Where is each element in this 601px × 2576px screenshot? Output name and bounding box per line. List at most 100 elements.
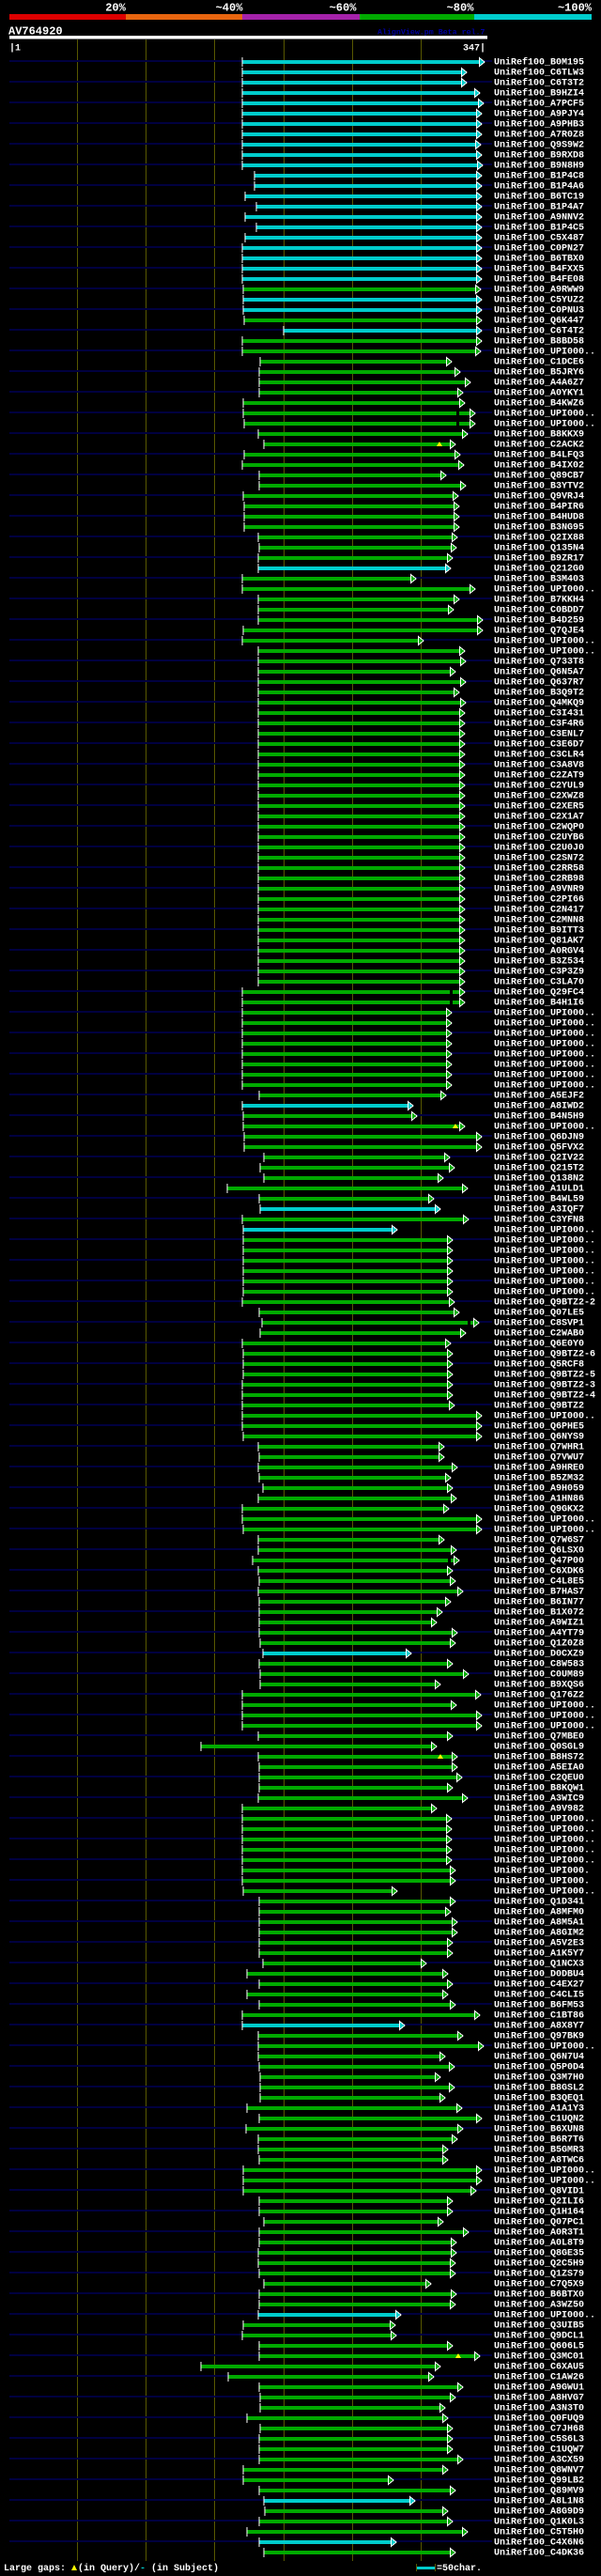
svg-text:UniRef100_B8KQW1: UniRef100_B8KQW1 (494, 1783, 584, 1794)
svg-text:UniRef100_Q3UIB5: UniRef100_Q3UIB5 (494, 2320, 584, 2332)
svg-text:UniRef100_Q606L5: UniRef100_Q606L5 (494, 2341, 584, 2352)
svg-text:UniRef100_Q2C5H9: UniRef100_Q2C5H9 (494, 2258, 584, 2270)
svg-text:UniRef100_A1K5Y7: UniRef100_A1K5Y7 (494, 1948, 584, 1960)
svg-text:UniRef100_Q176Z2: UniRef100_Q176Z2 (494, 1690, 584, 1701)
svg-text:UniRef100_UPI000..: UniRef100_UPI000.. (494, 1886, 595, 1898)
svg-text:UniRef100_C2N417: UniRef100_C2N417 (494, 905, 584, 916)
svg-text:UniRef100_C6XDK6: UniRef100_C6XDK6 (494, 1566, 584, 1577)
svg-text:UniRef100_C3F4R6: UniRef100_C3F4R6 (494, 719, 584, 730)
svg-text:UniRef100_A3WIC9: UniRef100_A3WIC9 (494, 1793, 584, 1805)
svg-text:UniRef100_C6T3T2: UniRef100_C6T3T2 (494, 78, 584, 89)
svg-text:UniRef100_A7PCF5: UniRef100_A7PCF5 (494, 99, 584, 110)
svg-text:UniRef100_Q6PHE5: UniRef100_Q6PHE5 (494, 1421, 584, 1433)
svg-text:Large gaps:: Large gaps: (4, 2564, 66, 2574)
svg-text:UniRef100_Q47P00: UniRef100_Q47P00 (494, 1556, 584, 1567)
svg-text:UniRef100_B4KWZ6: UniRef100_B4KWZ6 (494, 398, 584, 410)
svg-text:UniRef100_B1P4A7: UniRef100_B1P4A7 (494, 202, 584, 213)
svg-text:UniRef100_A3WZ50: UniRef100_A3WZ50 (494, 2300, 584, 2311)
svg-text:UniRef100_UPI000..: UniRef100_UPI000.. (494, 1246, 595, 1257)
svg-text:UniRef100_Q0SGL9: UniRef100_Q0SGL9 (494, 1742, 584, 1753)
svg-text:UniRef100_B5ZM32: UniRef100_B5ZM32 (494, 1473, 584, 1484)
svg-text:UniRef100_B9HZI4: UniRef100_B9HZI4 (494, 88, 584, 100)
svg-text:UniRef100_B6IN77: UniRef100_B6IN77 (494, 1597, 584, 1608)
svg-text:UniRef100_C2WQP0: UniRef100_C2WQP0 (494, 822, 584, 833)
svg-text:UniRef100_UPI000..: UniRef100_UPI000.. (494, 409, 595, 420)
svg-text:UniRef100_C4L8E5: UniRef100_C4L8E5 (494, 1576, 584, 1588)
svg-text:UniRef100_UPI000..: UniRef100_UPI000.. (494, 1122, 595, 1133)
svg-text:UniRef100_UPI000..: UniRef100_UPI000.. (494, 1855, 595, 1867)
svg-text:UniRef100_Q9S9W2: UniRef100_Q9S9W2 (494, 140, 584, 151)
svg-text:UniRef100_C5T5H0: UniRef100_C5T5H0 (494, 2527, 584, 2538)
svg-text:UniRef100_UPI000..: UniRef100_UPI000.. (494, 584, 595, 596)
svg-text:UniRef100_UPI000..: UniRef100_UPI000.. (494, 1039, 595, 1050)
svg-text:UniRef100_B4N5H9: UniRef100_B4N5H9 (494, 1111, 584, 1123)
svg-text:(in Subject): (in Subject) (146, 2563, 219, 2574)
svg-text:UniRef100_A0R3T1: UniRef100_A0R3T1 (494, 2227, 584, 2239)
svg-text:=50char.: =50char. (437, 2563, 482, 2574)
svg-text:UniRef100_UPI000..: UniRef100_UPI000.. (494, 1235, 595, 1247)
svg-text:UniRef100_B4LFQ3: UniRef100_B4LFQ3 (494, 450, 584, 461)
svg-text:UniRef100_C0UM89: UniRef100_C0UM89 (494, 1669, 584, 1681)
svg-text:UniRef100_B0M195: UniRef100_B0M195 (494, 57, 584, 69)
svg-text:UniRef100_UPI000..: UniRef100_UPI000.. (494, 1411, 595, 1422)
svg-text:UniRef100_C5X487: UniRef100_C5X487 (494, 233, 584, 244)
svg-text:UniRef100_B6XUN8: UniRef100_B6XUN8 (494, 2124, 584, 2135)
svg-text:UniRef100_C3LA70: UniRef100_C3LA70 (494, 977, 584, 988)
svg-text:UniRef100_C2XWZ8: UniRef100_C2XWZ8 (494, 791, 584, 802)
svg-text:UniRef100_UPI000..: UniRef100_UPI000.. (494, 1514, 595, 1526)
svg-text:UniRef100_UPI000..: UniRef100_UPI000.. (494, 1018, 595, 1030)
svg-text:UniRef100_Q9GKX2: UniRef100_Q9GKX2 (494, 1504, 584, 1515)
svg-text:UniRef100_B3M403: UniRef100_B3M403 (494, 574, 584, 585)
svg-text:UniRef100_C1UQW7: UniRef100_C1UQW7 (494, 2444, 584, 2456)
svg-text:UniRef100_Q6N7U4: UniRef100_Q6N7U4 (494, 2052, 584, 2063)
svg-text:UniRef100_Q1ZS79: UniRef100_Q1ZS79 (494, 2269, 584, 2280)
svg-text:UniRef100_Q9BTZ2-6: UniRef100_Q9BTZ2-6 (494, 1349, 595, 1360)
svg-text:UniRef100_UPI000..: UniRef100_UPI000.. (494, 2041, 595, 2053)
svg-text:UniRef100_B9ITT3: UniRef100_B9ITT3 (494, 925, 584, 937)
svg-text:UniRef100_A9VNR9: UniRef100_A9VNR9 (494, 884, 584, 895)
svg-text:UniRef100_UPI000..: UniRef100_UPI000.. (494, 1845, 595, 1856)
svg-text:20%: 20% (105, 2, 126, 15)
svg-text:UniRef100_D0CXZ9: UniRef100_D0CXZ9 (494, 1649, 584, 1660)
svg-text:UniRef100_Q9BTZ2-4: UniRef100_Q9BTZ2-4 (494, 1390, 595, 1402)
svg-text:UniRef100_D0DBU4: UniRef100_D0DBU4 (494, 1969, 584, 1980)
svg-text:UniRef100_Q6DJN9: UniRef100_Q6DJN9 (494, 1132, 584, 1143)
svg-text:UniRef100_C3E6D7: UniRef100_C3E6D7 (494, 739, 584, 751)
svg-text:UniRef100_UPI000..: UniRef100_UPI000.. (494, 2165, 595, 2177)
svg-text:UniRef100_C2QEU0: UniRef100_C2QEU0 (494, 1773, 584, 1784)
svg-text:UniRef100_B7HAS7: UniRef100_B7HAS7 (494, 1587, 584, 1598)
svg-text:UniRef100_C2RB98: UniRef100_C2RB98 (494, 874, 584, 885)
svg-text:UniRef100_C8SVP1: UniRef100_C8SVP1 (494, 1318, 584, 1329)
svg-text:UniRef100_UPI000..: UniRef100_UPI000.. (494, 419, 595, 430)
svg-text:UniRef100_A1ULD1: UniRef100_A1ULD1 (494, 1184, 584, 1195)
svg-text:UniRef100_C2MNN8: UniRef100_C2MNN8 (494, 915, 584, 926)
svg-text:UniRef100_B4FXX5: UniRef100_B4FXX5 (494, 264, 584, 275)
svg-text:UniRef100_UPI000..: UniRef100_UPI000.. (494, 1060, 595, 1071)
svg-text:UniRef100_C7JH68: UniRef100_C7JH68 (494, 2424, 584, 2435)
svg-text:UniRef100_A8GIM2: UniRef100_A8GIM2 (494, 1928, 584, 1939)
svg-text:UniRef100_C4CLI5: UniRef100_C4CLI5 (494, 1990, 584, 2001)
svg-text:UniRef100_UPI000..: UniRef100_UPI000.. (494, 2176, 595, 2187)
svg-text:UniRef100_Q9BTZ2-3: UniRef100_Q9BTZ2-3 (494, 1380, 595, 1391)
svg-text:UniRef100_Q5RCF8: UniRef100_Q5RCF8 (494, 1359, 584, 1371)
svg-text:UniRef100_Q138N2: UniRef100_Q138N2 (494, 1173, 584, 1185)
svg-text:UniRef100_Q2IV22: UniRef100_Q2IV22 (494, 1153, 584, 1164)
svg-text:UniRef100_Q99LB2: UniRef100_Q99LB2 (494, 2475, 584, 2487)
svg-text:UniRef100_Q6LSX0: UniRef100_Q6LSX0 (494, 1545, 584, 1557)
svg-text:UniRef100_Q1D341: UniRef100_Q1D341 (494, 1897, 584, 1908)
svg-text:UniRef100_B6FM53: UniRef100_B6FM53 (494, 2000, 584, 2011)
svg-text:UniRef100_B6TC19: UniRef100_B6TC19 (494, 192, 584, 203)
svg-text:~40%: ~40% (216, 2, 244, 15)
svg-text:UniRef100_A9WIZ1: UniRef100_A9WIZ1 (494, 1618, 584, 1629)
svg-text:UniRef100_B4H1I6: UniRef100_B4H1I6 (494, 998, 584, 1009)
svg-text:UniRef100_A9HRE0: UniRef100_A9HRE0 (494, 1463, 584, 1474)
svg-text:UniRef100_Q6E0Y0: UniRef100_Q6E0Y0 (494, 1339, 584, 1350)
svg-text:UniRef100_A8HVG7: UniRef100_A8HVG7 (494, 2393, 584, 2404)
svg-text:UniRef100_C0BDD7: UniRef100_C0BDD7 (494, 605, 584, 616)
svg-text:UniRef100_B8KKX9: UniRef100_B8KKX9 (494, 429, 584, 441)
svg-text:UniRef100_A3N3T0: UniRef100_A3N3T0 (494, 2403, 584, 2414)
svg-text:UniRef100_UPI000..: UniRef100_UPI000.. (494, 1080, 595, 1092)
svg-text:UniRef100_C1UQN2: UniRef100_C1UQN2 (494, 2114, 584, 2125)
svg-text:UniRef100_A3CX59: UniRef100_A3CX59 (494, 2455, 584, 2466)
svg-text:UniRef100_Q9DCL1: UniRef100_Q9DCL1 (494, 2331, 584, 2342)
